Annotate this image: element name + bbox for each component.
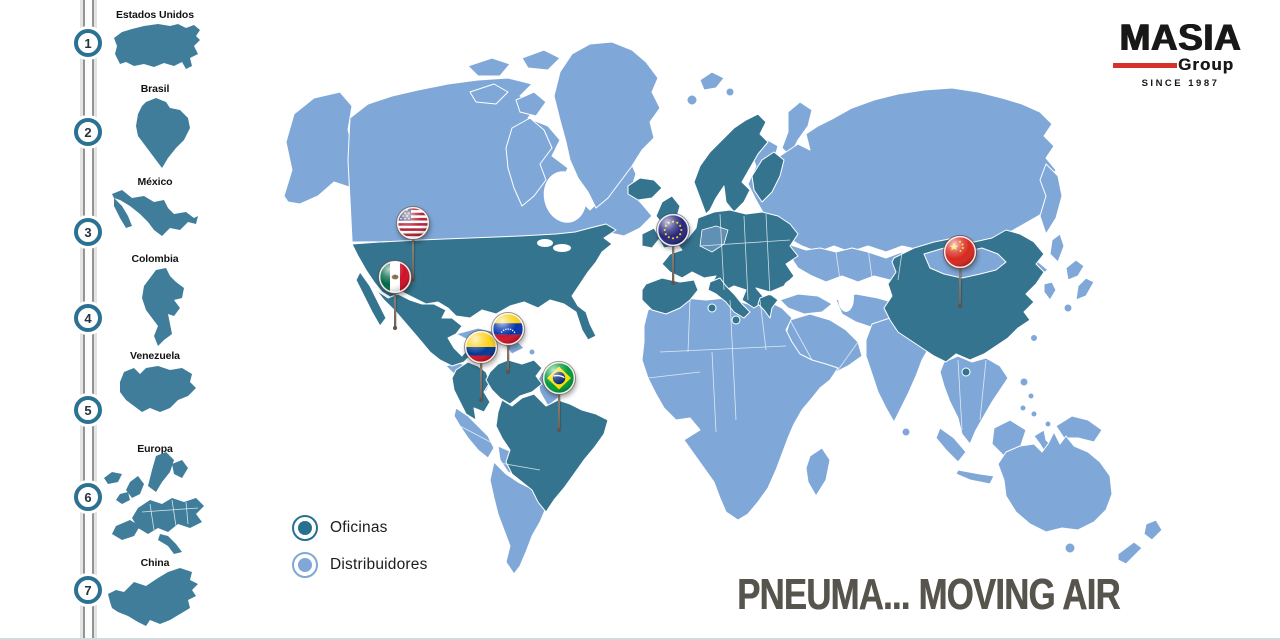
map-region-madagascar — [805, 447, 831, 497]
logo-since-text: SINCE 1987 — [1141, 78, 1220, 89]
masia-group-logo: MASIA Group SINCE 1987 — [1108, 17, 1253, 89]
sidebar-number-2: 2 — [74, 118, 102, 146]
map-region-finland — [751, 151, 785, 203]
pin-stick — [410, 223, 416, 282]
usa-flag-pin-icon — [396, 206, 430, 240]
sidebar-label-colombia: Colombia — [131, 253, 179, 265]
legend-label-oficinas: Oficinas — [330, 519, 388, 536]
colombia-flag-pin-icon — [464, 330, 498, 364]
map-region-venezuela — [485, 359, 543, 405]
map-region-baffin — [505, 117, 553, 207]
map-region-turkey — [779, 293, 833, 315]
map-region-southeast-asia — [939, 355, 1009, 445]
map-region-africa — [641, 297, 839, 521]
map-office-regions — [351, 113, 1045, 513]
sidebar-number-4: 4 — [74, 304, 102, 332]
sidebar-number-5: 5 — [74, 396, 102, 424]
legend-distribuidores: Distribuidores — [292, 552, 428, 578]
sidebar-label-brasil: Brasil — [140, 83, 170, 95]
thumb-colombia — [122, 266, 186, 350]
distributor-swatch-icon — [292, 552, 318, 578]
mexico-flag-pin-icon — [378, 260, 412, 294]
sidebar-label-europa: Europa — [137, 443, 173, 455]
map-region-europe — [661, 209, 799, 309]
logo-red-underline — [1113, 63, 1177, 68]
logo-brand-text: MASIA — [1119, 17, 1242, 58]
thumb-venezuela — [112, 362, 198, 428]
map-region-usa — [351, 223, 617, 341]
map-region-japan — [1075, 277, 1095, 301]
map-region-novaya-zemlya — [781, 101, 813, 157]
legend-oficinas: Oficinas — [292, 515, 388, 541]
sidebar-number-6: 6 — [74, 483, 102, 511]
china-flag-pin-icon — [943, 235, 977, 269]
venezuela-flag-pin-icon — [491, 312, 525, 346]
map-region-baja — [355, 271, 387, 327]
brazil-flag-pin-icon — [542, 361, 576, 395]
logo-group-text: Group — [1178, 55, 1234, 74]
map-region-greece — [757, 293, 779, 319]
map-region-kamchatka — [1039, 163, 1063, 235]
thumb-china — [104, 566, 208, 628]
sidebar-number-1: 1 — [74, 29, 102, 57]
pin-stick — [957, 252, 963, 308]
map-region-mexico — [375, 289, 477, 367]
map-region-greenland — [553, 41, 661, 209]
map-water-carves — [537, 171, 854, 312]
map-region-korea — [1043, 281, 1057, 301]
map-region-scandinavia — [693, 113, 769, 215]
map-region-iceland — [627, 177, 663, 201]
map-region-italy — [707, 277, 751, 319]
map-region-australia — [997, 431, 1113, 533]
sidebar-label-venezuela: Venezuela — [130, 350, 180, 362]
legend-label-distribuidores: Distribuidores — [330, 556, 428, 573]
sidebar-number-3: 3 — [74, 218, 102, 246]
pin-stick — [670, 230, 676, 285]
thumb-brasil — [118, 96, 193, 171]
map-region-tasmania — [1064, 542, 1076, 554]
map-region-ireland — [641, 227, 661, 249]
sidebar-label-mexico: México — [137, 176, 173, 188]
sidebar-label-estados-unidos: Estados Unidos — [116, 9, 194, 21]
map-region-new-zealand — [1143, 519, 1163, 541]
tagline-text: PNEUMA... MOVING AIR — [737, 570, 1120, 619]
pin-stick — [505, 329, 511, 374]
sidebar-label-china: China — [140, 557, 170, 569]
map-region-brazil — [495, 393, 609, 513]
pin-stick — [556, 378, 562, 432]
map-region-new-guinea — [1055, 415, 1103, 443]
pin-stick — [478, 347, 484, 402]
pin-stick — [392, 277, 398, 330]
map-region-iberia — [641, 277, 699, 315]
bottom-divider — [0, 638, 1280, 640]
sidebar-number-7: 7 — [74, 576, 102, 604]
eu-flag-pin-icon — [656, 213, 690, 247]
thumb-europa — [98, 452, 210, 556]
map-internal-borders — [459, 213, 987, 471]
thumb-mexico — [110, 188, 202, 250]
office-swatch-icon — [292, 515, 318, 541]
thumb-usa — [112, 22, 202, 72]
